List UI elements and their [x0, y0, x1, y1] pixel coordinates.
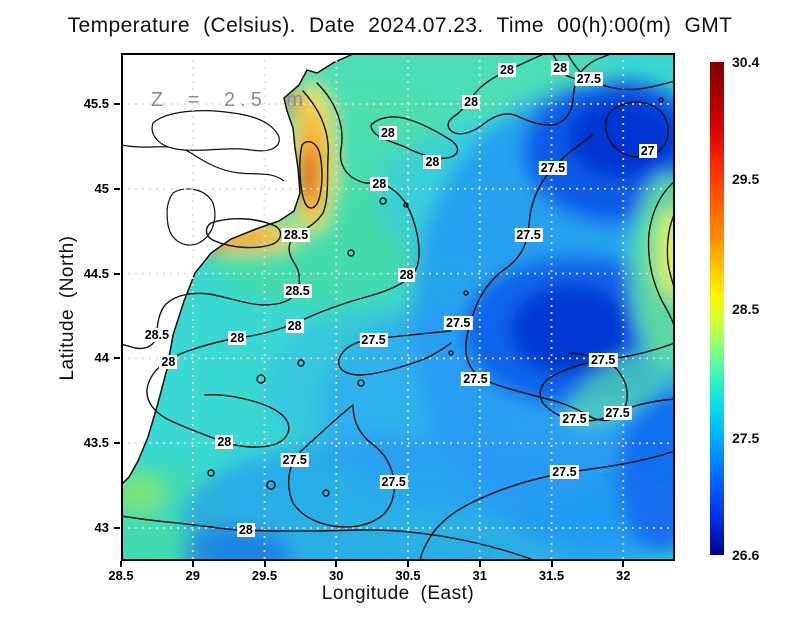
contour-label: 28.5 [142, 327, 172, 342]
x-tick-mark [478, 561, 481, 567]
x-tick-label: 30.5 [395, 568, 421, 583]
coastline [121, 53, 356, 486]
x-tick-mark [335, 561, 338, 567]
x-tick-label: 28.5 [108, 568, 134, 583]
contour-label: 27.5 [588, 353, 618, 368]
colorbar [710, 62, 724, 555]
contour-label: 27.5 [461, 371, 490, 386]
x-tick-mark [191, 561, 194, 567]
y-tick-label: 45 [94, 180, 109, 196]
contour-label: 27.5 [379, 475, 408, 490]
x-axis-title: Longitude (East) [321, 583, 475, 604]
x-tick-mark [550, 561, 553, 567]
contour-label: 28 [285, 319, 304, 334]
contour-label: 28 [378, 125, 397, 140]
contour-label: 28.5 [283, 283, 312, 298]
x-tick-label: 31 [472, 568, 487, 583]
contour-label: 28 [462, 95, 481, 110]
colorbar-tick-label: 30.4 [732, 54, 760, 70]
lagoon [151, 110, 280, 152]
x-tick-mark [622, 561, 625, 567]
contour-label: 28 [236, 522, 255, 537]
x-tick-label: 29.5 [251, 568, 278, 583]
y-tick-mark [114, 272, 120, 275]
contour-label: 27.5 [560, 412, 589, 427]
y-tick-mark [114, 187, 120, 190]
y-tick-mark [114, 527, 120, 529]
y-tick-label: 44.5 [83, 265, 109, 281]
x-tick-label: 31.5 [538, 568, 565, 583]
y-tick-label: 44 [94, 350, 109, 366]
contour-label: 28.5 [281, 227, 311, 242]
contour-label: 27.5 [514, 227, 543, 242]
plot-frame [121, 53, 675, 561]
colorbar-tick-label: 27.5 [732, 430, 760, 447]
contour-label: 27.5 [538, 161, 568, 176]
contour-label: 27.5 [444, 315, 473, 330]
y-tick-label: 43 [94, 520, 109, 535]
figure-title: Temperature (Celsius). Date 2024.07.23. … [67, 14, 733, 37]
river-branch [121, 144, 285, 182]
y-axis-title: Latitude (North) [57, 235, 78, 381]
x-tick-label: 29 [185, 568, 200, 583]
contour-label: 28 [551, 61, 570, 76]
x-tick-mark [263, 561, 266, 567]
sea-temperature-field [121, 53, 675, 561]
colorbar-tick-label: 29.5 [732, 170, 760, 187]
contour-label: 27.5 [603, 405, 632, 420]
contour-label: 27.5 [359, 332, 388, 347]
y-tick-label: 45.5 [83, 96, 109, 111]
contour-label: 28 [228, 331, 247, 346]
contour-label: 28 [159, 354, 178, 369]
lagoon [166, 188, 216, 246]
depth-annotation: Z = 2.5 m [151, 89, 309, 111]
contour-label: 27 [638, 144, 657, 159]
land-mass [121, 53, 356, 486]
colorbar-tick-label: 28.5 [732, 300, 760, 317]
y-tick-mark [114, 357, 120, 360]
plot-area: Z = 2.5 m 28 28 27.5 28 28 27 28 27.5 28 28.5 27.5… [121, 53, 675, 561]
y-tick-label: 43.5 [83, 435, 109, 451]
contour-label: 27.5 [574, 71, 603, 86]
x-tick-label: 32 [616, 568, 631, 583]
colorbar-tick-label: 26.6 [732, 547, 760, 563]
contour-label: 27.5 [550, 465, 579, 480]
contour-label: 27.5 [280, 453, 309, 468]
y-tick-mark [114, 442, 120, 445]
map-canvas [121, 53, 675, 561]
contour-label: 28 [498, 63, 516, 78]
contour-label: 28 [397, 268, 416, 283]
contour-label: 28 [423, 154, 442, 169]
x-tick-label: 30 [329, 568, 344, 583]
contour-label: 28 [370, 176, 389, 191]
contour-label: 28 [215, 434, 234, 449]
y-tick-mark [114, 103, 120, 105]
x-tick-mark [407, 561, 409, 567]
x-tick-mark [120, 561, 122, 567]
